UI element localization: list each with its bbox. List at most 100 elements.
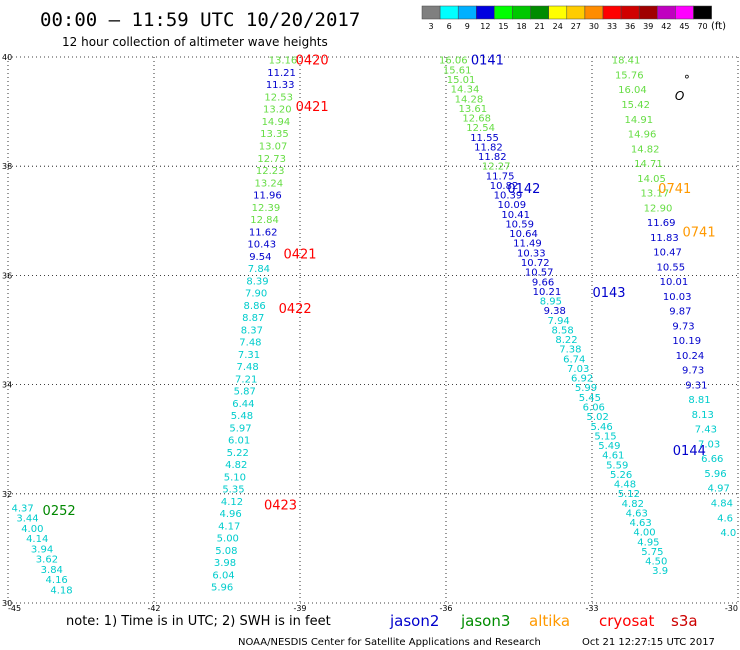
legend-bin-label: 21 [535, 22, 545, 31]
swh-value: 11.69 [647, 218, 676, 229]
swh-value: 4.14 [26, 534, 48, 545]
swh-value: 4.48 [614, 480, 636, 491]
legend-bin-label: 15 [498, 22, 508, 31]
swh-value: 13.24 [254, 178, 283, 189]
color-legend: 3 6 9 12 15 18 21 24 27 30 33 36 39 42 45 70 [421, 5, 712, 31]
swh-value: 5.87 [234, 387, 256, 398]
swh-value: 16.04 [618, 85, 647, 96]
swh-value: 5.15 [594, 431, 616, 442]
legend-bin-label: 39 [643, 22, 653, 31]
swh-value: 7.21 [235, 374, 257, 385]
swh-value: 11.62 [249, 227, 278, 238]
swh-value: 10.03 [663, 292, 692, 303]
swh-value: 3.44 [16, 514, 38, 525]
swh-value: 7.03 [567, 364, 589, 375]
swh-value: 14.28 [455, 94, 484, 105]
swh-value: 9.73 [672, 321, 694, 332]
swh-value: 10.41 [501, 210, 530, 221]
swh-value: 11.21 [267, 68, 296, 79]
swh-value: 8.37 [241, 325, 263, 336]
swh-value: 7.84 [248, 264, 270, 275]
legend-swatch [620, 5, 640, 20]
swh-value: 10.33 [517, 248, 546, 259]
legend-swatch [638, 5, 658, 20]
swh-value: 11.82 [474, 142, 503, 153]
swh-value: 8.87 [242, 313, 264, 324]
swh-value: 8.58 [551, 325, 573, 336]
swh-value: 5.46 [590, 422, 612, 433]
footer-credit: NOAA/NESDIS Center for Satellite Applica… [238, 637, 541, 648]
swh-value: 6.44 [232, 399, 254, 410]
legend-bin-label: 12 [480, 22, 490, 31]
swh-value: 7.31 [238, 350, 260, 361]
legend-swatch [494, 5, 513, 20]
swh-value: 4.12 [221, 497, 243, 508]
swh-value: 10.01 [660, 277, 689, 288]
swh-value: 12.27 [482, 162, 511, 173]
swh-value: 13.07 [259, 142, 288, 153]
y-tick-label: 40 [2, 53, 12, 62]
swh-value: 8.39 [246, 276, 268, 287]
legend-swatch [457, 5, 477, 20]
swh-value: 3.98 [214, 558, 236, 569]
legend-swatch [675, 5, 694, 20]
legend-swatch [421, 5, 441, 20]
swh-value: 5.00 [217, 534, 239, 545]
legend-unit: (ft) [711, 21, 726, 32]
swh-value: 12.39 [252, 203, 281, 214]
swh-value: 9.73 [682, 366, 704, 377]
swh-value: 5.49 [598, 441, 620, 452]
footer-timestamp: Oct 21 12:27:15 UTC 2017 [582, 637, 715, 648]
swh-value: 6.66 [701, 454, 723, 465]
satellite-legend: jason2 jason3 altika cryosat s3a [389, 612, 698, 630]
swh-value: 4.96 [219, 509, 241, 520]
satellite-legend-item: jason3 [460, 612, 510, 630]
swh-value: 8.22 [555, 335, 577, 346]
axis-ticks: -45 -42 -39 -36 -33 -30 30 32 34 36 38 40 [2, 53, 738, 613]
chart-subtitle: 12 hour collection of altimeter wave hei… [62, 35, 328, 49]
time-label: 0423 [264, 499, 297, 514]
chart-title: 00:00 – 11:59 UTC 10/20/2017 [40, 9, 360, 31]
legend-swatch [530, 5, 549, 20]
swh-value: 18.41 [612, 56, 641, 67]
swh-value: 16.06 [439, 56, 468, 67]
swh-value: 5.02 [587, 412, 609, 423]
y-tick-label: 32 [2, 490, 12, 499]
swh-value: 5.35 [222, 485, 244, 496]
swh-value: 3.62 [36, 555, 58, 566]
swh-value: 10.21 [533, 287, 562, 298]
swh-value: 12.73 [257, 154, 286, 165]
swh-value: 8.95 [540, 297, 562, 308]
swh-value: 14.05 [637, 174, 666, 185]
swh-value: 3.84 [41, 565, 63, 576]
legend-swatch [602, 5, 622, 20]
swh-value: 6.01 [228, 436, 250, 447]
swh-value: 5.75 [641, 547, 663, 558]
legend-swatch [693, 5, 712, 20]
swh-value: 10.64 [509, 229, 538, 240]
swh-value: 5.12 [618, 489, 640, 500]
swh-value: 14.94 [262, 117, 291, 128]
swh-value: 4.95 [637, 537, 659, 548]
time-label: 0421 [296, 100, 329, 115]
swh-value: 7.90 [245, 289, 267, 300]
swh-value: 5.99 [575, 383, 597, 394]
swh-value: 6.92 [571, 374, 593, 385]
swh-value: 6.04 [212, 570, 234, 581]
swh-value: 9.66 [532, 277, 554, 288]
swh-value: 4.00 [633, 528, 655, 539]
swh-value: 14.91 [625, 115, 654, 126]
swh-value: 4.18 [50, 585, 72, 596]
swh-value: 6.06 [583, 402, 605, 413]
x-tick-label: -42 [147, 604, 160, 613]
legend-bin-label: 45 [679, 22, 689, 31]
swh-value: 14.82 [631, 144, 660, 155]
legend-bin-label: 30 [589, 22, 599, 31]
x-tick-label: -36 [439, 604, 452, 613]
footer-note: note: 1) Time is in UTC; 2) SWH is in fe… [66, 614, 331, 629]
swh-value: 10.43 [247, 240, 276, 251]
legend-bin-label: 36 [625, 22, 635, 31]
y-tick-label: 30 [2, 599, 12, 608]
swh-value: 5.96 [704, 469, 726, 480]
swh-value: 4.37 [11, 503, 33, 514]
